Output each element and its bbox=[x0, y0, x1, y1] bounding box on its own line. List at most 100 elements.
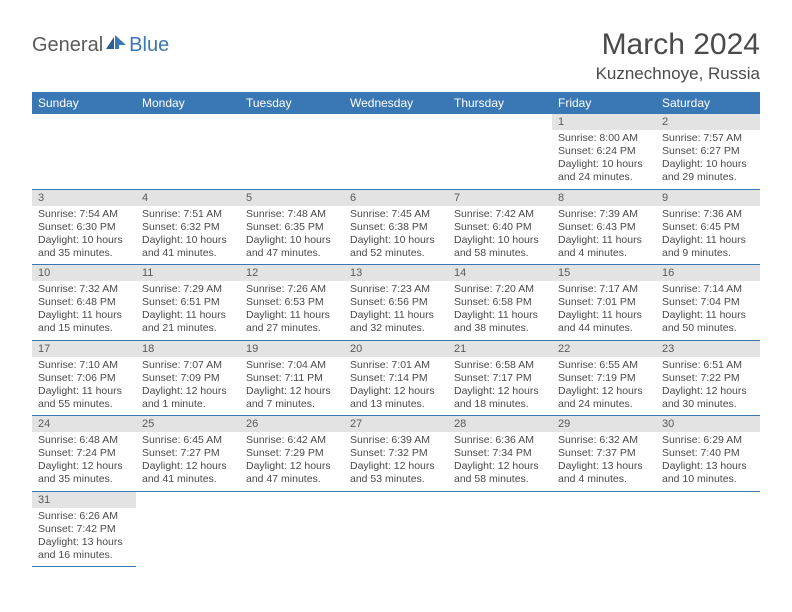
weekday-header: Friday bbox=[552, 92, 656, 114]
sunset-text: Sunset: 6:27 PM bbox=[662, 145, 754, 158]
day-details: Sunrise: 7:07 AMSunset: 7:09 PMDaylight:… bbox=[136, 357, 240, 416]
sunset-text: Sunset: 7:24 PM bbox=[38, 447, 130, 460]
calendar-day-cell: 3Sunrise: 7:54 AMSunset: 6:30 PMDaylight… bbox=[32, 189, 136, 265]
sunrise-text: Sunrise: 6:58 AM bbox=[454, 359, 546, 372]
weekday-header: Thursday bbox=[448, 92, 552, 114]
sunrise-text: Sunrise: 7:32 AM bbox=[38, 283, 130, 296]
calendar-week-row: 24Sunrise: 6:48 AMSunset: 7:24 PMDayligh… bbox=[32, 416, 760, 492]
day-details: Sunrise: 7:36 AMSunset: 6:45 PMDaylight:… bbox=[656, 206, 760, 265]
day-number: 8 bbox=[552, 190, 656, 206]
day-number: 2 bbox=[656, 114, 760, 130]
day-number: 18 bbox=[136, 341, 240, 357]
day-details: Sunrise: 6:51 AMSunset: 7:22 PMDaylight:… bbox=[656, 357, 760, 416]
daylight-text: Daylight: 12 hours and 58 minutes. bbox=[454, 460, 546, 486]
day-number: 25 bbox=[136, 416, 240, 432]
day-details: Sunrise: 7:54 AMSunset: 6:30 PMDaylight:… bbox=[32, 206, 136, 265]
sunset-text: Sunset: 7:42 PM bbox=[38, 523, 130, 536]
day-number: 21 bbox=[448, 341, 552, 357]
sunrise-text: Sunrise: 6:45 AM bbox=[142, 434, 234, 447]
daylight-text: Daylight: 10 hours and 47 minutes. bbox=[246, 234, 338, 260]
daylight-text: Daylight: 11 hours and 15 minutes. bbox=[38, 309, 130, 335]
sunset-text: Sunset: 6:51 PM bbox=[142, 296, 234, 309]
calendar-day-cell bbox=[448, 491, 552, 567]
daylight-text: Daylight: 11 hours and 55 minutes. bbox=[38, 385, 130, 411]
sunset-text: Sunset: 6:56 PM bbox=[350, 296, 442, 309]
day-number: 29 bbox=[552, 416, 656, 432]
day-number: 20 bbox=[344, 341, 448, 357]
day-details: Sunrise: 7:14 AMSunset: 7:04 PMDaylight:… bbox=[656, 281, 760, 340]
day-number: 13 bbox=[344, 265, 448, 281]
calendar-day-cell: 5Sunrise: 7:48 AMSunset: 6:35 PMDaylight… bbox=[240, 189, 344, 265]
calendar-day-cell bbox=[32, 114, 136, 189]
daylight-text: Daylight: 13 hours and 16 minutes. bbox=[38, 536, 130, 562]
day-number: 9 bbox=[656, 190, 760, 206]
calendar-day-cell bbox=[136, 114, 240, 189]
calendar-table: Sunday Monday Tuesday Wednesday Thursday… bbox=[32, 92, 760, 567]
sunrise-text: Sunrise: 7:29 AM bbox=[142, 283, 234, 296]
calendar-day-cell: 16Sunrise: 7:14 AMSunset: 7:04 PMDayligh… bbox=[656, 265, 760, 341]
day-number-empty bbox=[136, 114, 240, 130]
brand-part1: General bbox=[32, 34, 103, 57]
day-number-empty bbox=[240, 492, 344, 508]
sunrise-text: Sunrise: 6:48 AM bbox=[38, 434, 130, 447]
sunset-text: Sunset: 7:22 PM bbox=[662, 372, 754, 385]
calendar-day-cell: 18Sunrise: 7:07 AMSunset: 7:09 PMDayligh… bbox=[136, 340, 240, 416]
calendar-day-cell bbox=[344, 114, 448, 189]
day-details: Sunrise: 6:45 AMSunset: 7:27 PMDaylight:… bbox=[136, 432, 240, 491]
sunrise-text: Sunrise: 7:01 AM bbox=[350, 359, 442, 372]
weekday-header-row: Sunday Monday Tuesday Wednesday Thursday… bbox=[32, 92, 760, 114]
calendar-day-cell bbox=[240, 114, 344, 189]
daylight-text: Daylight: 10 hours and 52 minutes. bbox=[350, 234, 442, 260]
sunrise-text: Sunrise: 7:26 AM bbox=[246, 283, 338, 296]
calendar-day-cell bbox=[136, 491, 240, 567]
calendar-day-cell: 17Sunrise: 7:10 AMSunset: 7:06 PMDayligh… bbox=[32, 340, 136, 416]
weekday-header: Tuesday bbox=[240, 92, 344, 114]
day-number: 5 bbox=[240, 190, 344, 206]
day-details: Sunrise: 7:26 AMSunset: 6:53 PMDaylight:… bbox=[240, 281, 344, 340]
day-details: Sunrise: 6:48 AMSunset: 7:24 PMDaylight:… bbox=[32, 432, 136, 491]
calendar-day-cell: 19Sunrise: 7:04 AMSunset: 7:11 PMDayligh… bbox=[240, 340, 344, 416]
day-number: 27 bbox=[344, 416, 448, 432]
daylight-text: Daylight: 11 hours and 50 minutes. bbox=[662, 309, 754, 335]
day-number: 16 bbox=[656, 265, 760, 281]
sunset-text: Sunset: 6:32 PM bbox=[142, 221, 234, 234]
sunset-text: Sunset: 7:11 PM bbox=[246, 372, 338, 385]
day-number: 4 bbox=[136, 190, 240, 206]
daylight-text: Daylight: 11 hours and 27 minutes. bbox=[246, 309, 338, 335]
day-number: 14 bbox=[448, 265, 552, 281]
sunset-text: Sunset: 6:48 PM bbox=[38, 296, 130, 309]
sunset-text: Sunset: 6:40 PM bbox=[454, 221, 546, 234]
daylight-text: Daylight: 12 hours and 1 minute. bbox=[142, 385, 234, 411]
sunset-text: Sunset: 6:35 PM bbox=[246, 221, 338, 234]
sunrise-text: Sunrise: 7:54 AM bbox=[38, 208, 130, 221]
day-details: Sunrise: 7:48 AMSunset: 6:35 PMDaylight:… bbox=[240, 206, 344, 265]
sunset-text: Sunset: 7:40 PM bbox=[662, 447, 754, 460]
calendar-day-cell: 13Sunrise: 7:23 AMSunset: 6:56 PMDayligh… bbox=[344, 265, 448, 341]
daylight-text: Daylight: 11 hours and 4 minutes. bbox=[558, 234, 650, 260]
day-number-empty bbox=[552, 492, 656, 508]
sunrise-text: Sunrise: 6:39 AM bbox=[350, 434, 442, 447]
calendar-day-cell: 30Sunrise: 6:29 AMSunset: 7:40 PMDayligh… bbox=[656, 416, 760, 492]
calendar-day-cell: 15Sunrise: 7:17 AMSunset: 7:01 PMDayligh… bbox=[552, 265, 656, 341]
sunset-text: Sunset: 7:19 PM bbox=[558, 372, 650, 385]
calendar-day-cell: 20Sunrise: 7:01 AMSunset: 7:14 PMDayligh… bbox=[344, 340, 448, 416]
daylight-text: Daylight: 12 hours and 47 minutes. bbox=[246, 460, 338, 486]
day-number: 15 bbox=[552, 265, 656, 281]
sunset-text: Sunset: 6:43 PM bbox=[558, 221, 650, 234]
header: General Blue March 2024 Kuznechnoye, Rus… bbox=[32, 28, 760, 84]
sunrise-text: Sunrise: 7:36 AM bbox=[662, 208, 754, 221]
calendar-day-cell: 9Sunrise: 7:36 AMSunset: 6:45 PMDaylight… bbox=[656, 189, 760, 265]
calendar-body: 1Sunrise: 8:00 AMSunset: 6:24 PMDaylight… bbox=[32, 114, 760, 567]
day-number-empty bbox=[32, 114, 136, 130]
sunset-text: Sunset: 7:14 PM bbox=[350, 372, 442, 385]
daylight-text: Daylight: 11 hours and 21 minutes. bbox=[142, 309, 234, 335]
day-details: Sunrise: 6:55 AMSunset: 7:19 PMDaylight:… bbox=[552, 357, 656, 416]
calendar-page: General Blue March 2024 Kuznechnoye, Rus… bbox=[0, 0, 792, 587]
day-number: 23 bbox=[656, 341, 760, 357]
day-number: 26 bbox=[240, 416, 344, 432]
sunrise-text: Sunrise: 7:07 AM bbox=[142, 359, 234, 372]
calendar-week-row: 17Sunrise: 7:10 AMSunset: 7:06 PMDayligh… bbox=[32, 340, 760, 416]
sunset-text: Sunset: 6:38 PM bbox=[350, 221, 442, 234]
flag-icon bbox=[106, 34, 128, 57]
location: Kuznechnoye, Russia bbox=[596, 64, 760, 84]
